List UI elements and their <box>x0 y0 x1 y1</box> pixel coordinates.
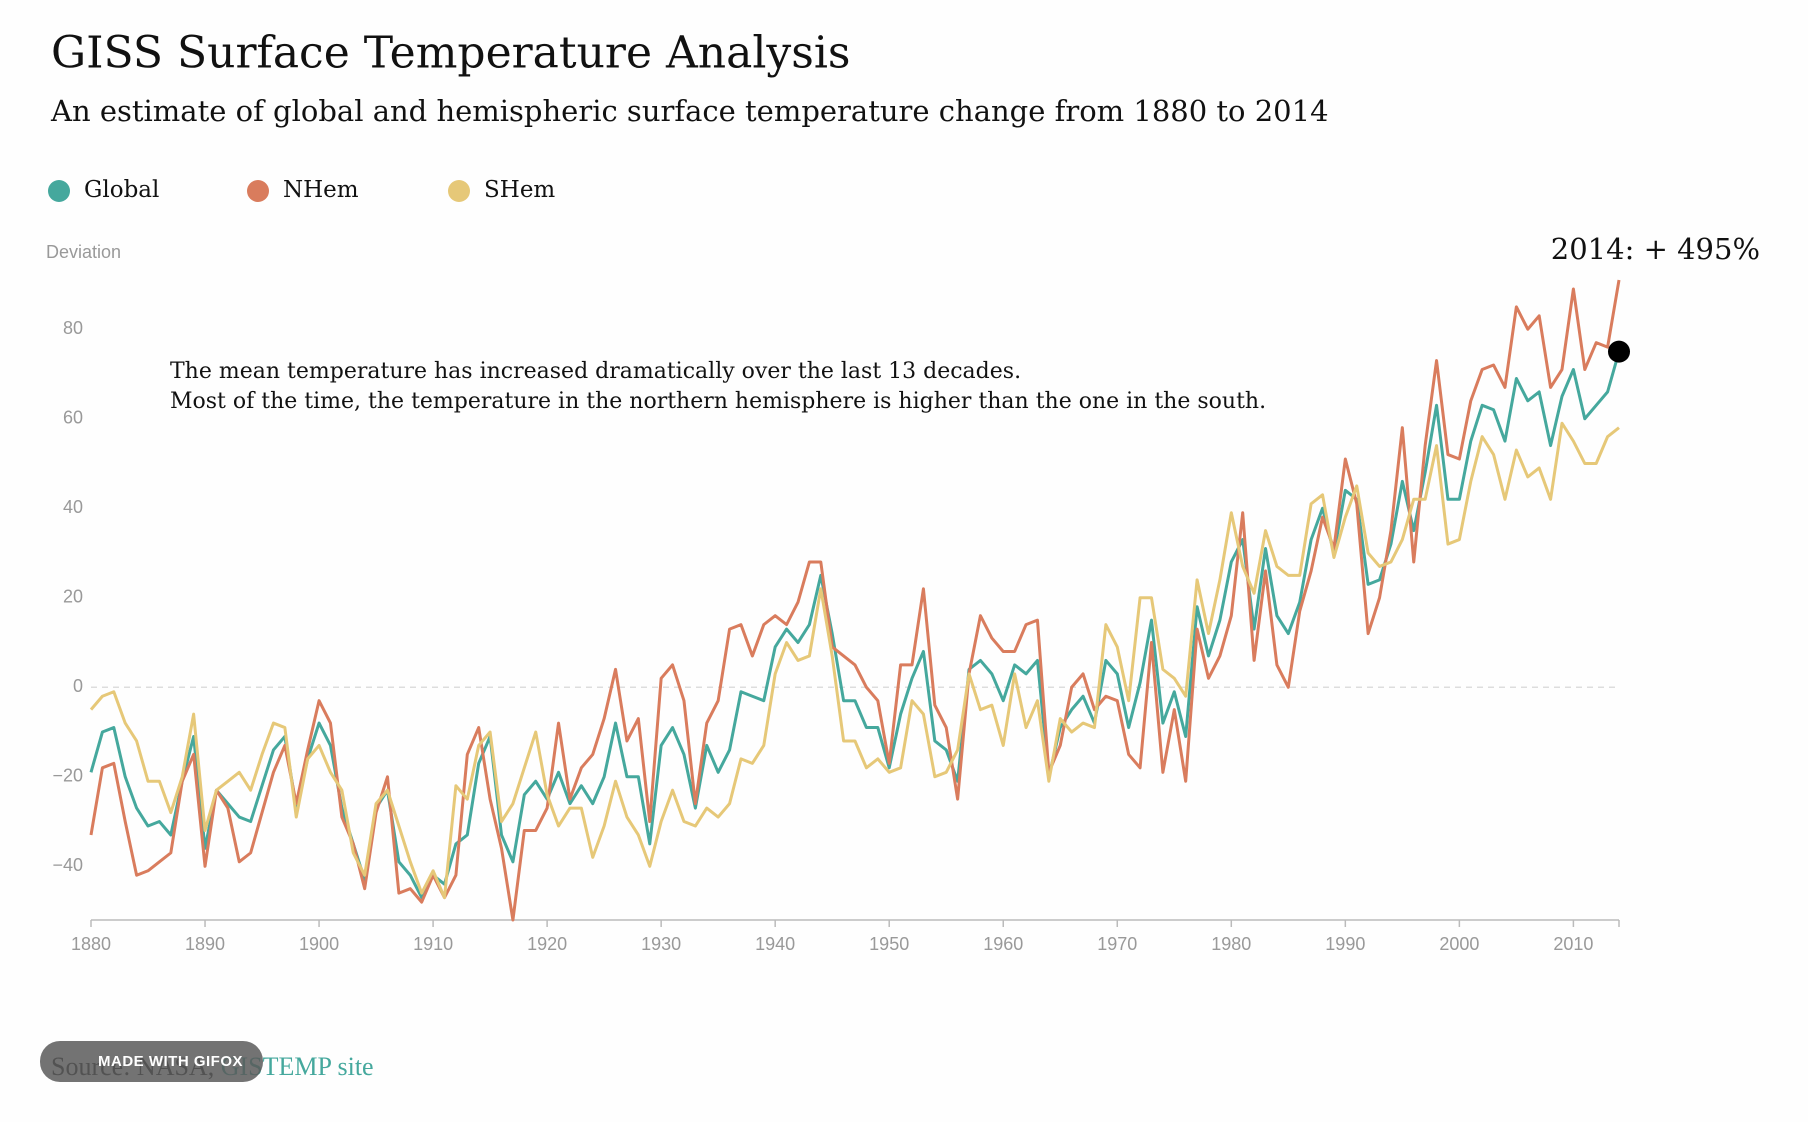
legend-label: SHem <box>484 177 555 203</box>
line-nhem <box>89 279 1621 922</box>
x-tick-label: 1980 <box>1211 934 1251 954</box>
x-tick-label: 2000 <box>1439 934 1479 954</box>
legend-swatch <box>48 180 70 202</box>
line-global <box>89 351 1621 900</box>
x-tick-label: 1970 <box>1097 934 1137 954</box>
y-axis-label: Deviation <box>46 242 121 262</box>
annotation: Most of the time, the temperature in the… <box>170 389 1266 414</box>
y-tick-label: 80 <box>63 318 83 338</box>
chart-subtitle: An estimate of global and hemispheric su… <box>50 94 1329 128</box>
x-tick-label: 1880 <box>71 934 111 954</box>
line-shem <box>89 421 1620 900</box>
watermark: MADE WITH GIFOX <box>40 1041 263 1082</box>
x-tick-label: 2010 <box>1553 934 1593 954</box>
y-tick-label: 60 <box>63 407 83 427</box>
x-tick-label: 1950 <box>869 934 909 954</box>
legend-swatch <box>448 180 470 202</box>
annotation: The mean temperature has increased drama… <box>170 359 1021 384</box>
highlight-point <box>1608 340 1630 363</box>
y-tick-label: −20 <box>52 766 83 786</box>
x-tick-label: 1920 <box>527 934 567 954</box>
y-tick-label: 20 <box>63 587 83 607</box>
legend-label: Global <box>84 177 159 203</box>
x-tick-label: 1890 <box>185 934 225 954</box>
legend-label: NHem <box>283 177 359 203</box>
x-tick-label: 1900 <box>299 934 339 954</box>
y-tick-label: −40 <box>52 855 83 875</box>
x-tick-label: 1930 <box>641 934 681 954</box>
x-tick-label: 1910 <box>413 934 453 954</box>
x-tick-label: 1940 <box>755 934 795 954</box>
y-tick-label: 0 <box>73 676 83 696</box>
chart-title: GISS Surface Temperature Analysis <box>51 28 850 79</box>
x-tick-label: 1960 <box>983 934 1023 954</box>
x-tick-label: 1990 <box>1325 934 1365 954</box>
callout: 2014: + 495% <box>1551 232 1760 266</box>
y-tick-label: 40 <box>63 497 83 517</box>
legend-swatch <box>247 180 269 202</box>
chart: GISS Surface Temperature Analysis An est… <box>46 28 1760 954</box>
